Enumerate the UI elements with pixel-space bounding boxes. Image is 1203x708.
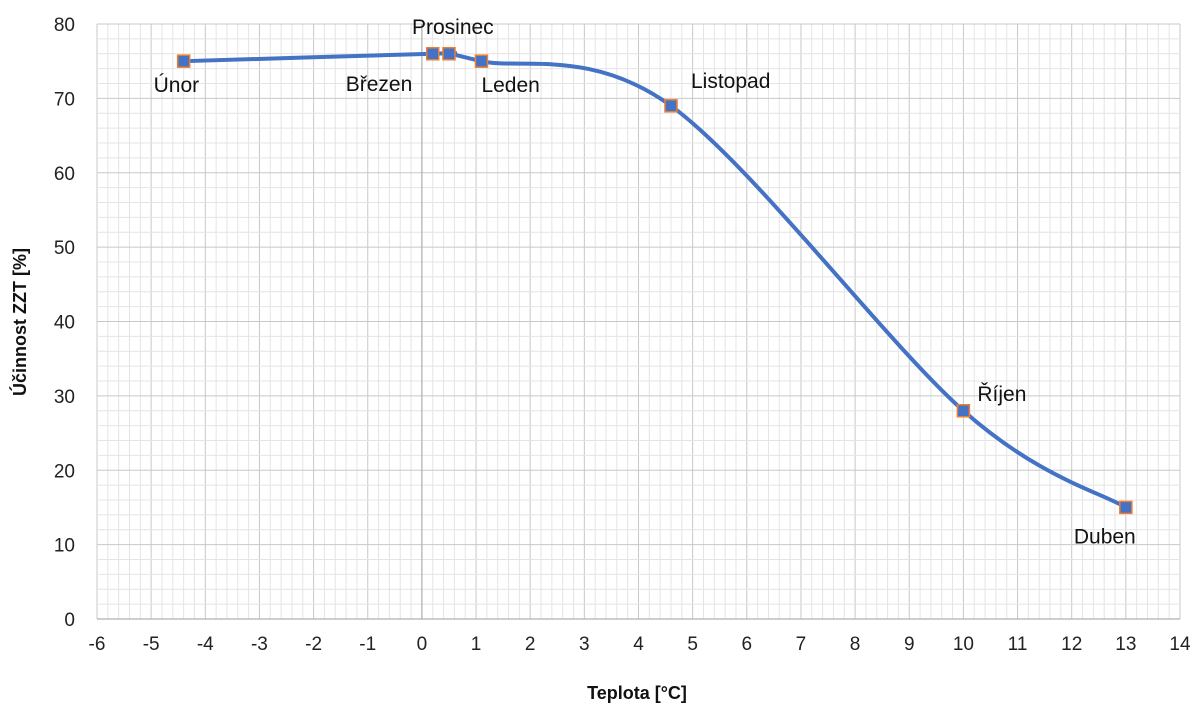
grid [96,23,1181,620]
data-point-marker [474,54,489,68]
x-tick-label: -3 [251,634,268,655]
x-tick-label: 14 [1169,634,1191,655]
y-tick-label: 70 [54,89,75,110]
data-label: Duben [1074,525,1136,548]
markers [176,47,1133,515]
x-tick-label: 11 [1008,634,1028,655]
x-tick-label: 7 [796,634,807,655]
data-point-marker [1119,500,1133,515]
x-axis-title: Teplota [°C] [587,683,687,703]
x-tick-label: 1 [471,634,482,655]
data-point-marker [664,99,678,113]
data-label: Březen [346,73,413,96]
x-tick-label: -4 [197,634,214,655]
x-tick-label: -1 [359,634,376,655]
x-tick-label: -2 [305,634,322,655]
data-point-marker [176,54,191,68]
data-point-marker [956,404,971,418]
data-point-marker [425,47,440,61]
y-tick-label: 50 [54,238,75,259]
x-tick-label: -6 [89,634,106,655]
data-label: Říjen [977,383,1026,406]
series-line [181,50,1128,510]
data-label: Prosinec [412,16,494,39]
data-label: Listopad [691,70,770,93]
data-label: Leden [481,74,539,97]
y-axis-title: Účinnost ZZT [%] [9,248,30,396]
y-tick-label: 20 [54,461,75,482]
x-tick-label: 9 [904,634,915,655]
data-point-marker [442,47,456,61]
x-axis-ticks: -6 -5 -4 -3 -2 -1 0 1 2 3 4 5 6 7 8 9 10 11 12 13 14 [89,634,1191,655]
x-tick-label: 0 [417,634,428,655]
x-tick-label: 10 [953,634,974,655]
y-tick-label: 60 [54,164,75,185]
x-tick-label: 13 [1115,634,1136,655]
point-labels: Únor Březen Prosinec Leden Listopad Říjen Dube… [154,16,1136,549]
y-tick-label: 80 [54,15,75,36]
y-tick-label: 30 [54,387,75,408]
x-tick-label: 12 [1061,634,1082,655]
x-tick-label: 4 [633,634,644,655]
y-axis-ticks: 0 10 20 30 40 50 60 70 80 [54,15,75,631]
x-tick-label: 6 [742,634,753,655]
x-tick-label: 2 [525,634,536,655]
y-tick-label: 0 [64,610,75,631]
x-tick-label: 8 [850,634,861,655]
x-tick-label: 3 [579,634,590,655]
y-tick-label: 10 [54,536,75,557]
x-tick-label: 5 [687,634,698,655]
y-tick-label: 40 [54,313,75,334]
x-tick-label: -5 [143,634,160,655]
data-label: Únor [154,74,200,97]
